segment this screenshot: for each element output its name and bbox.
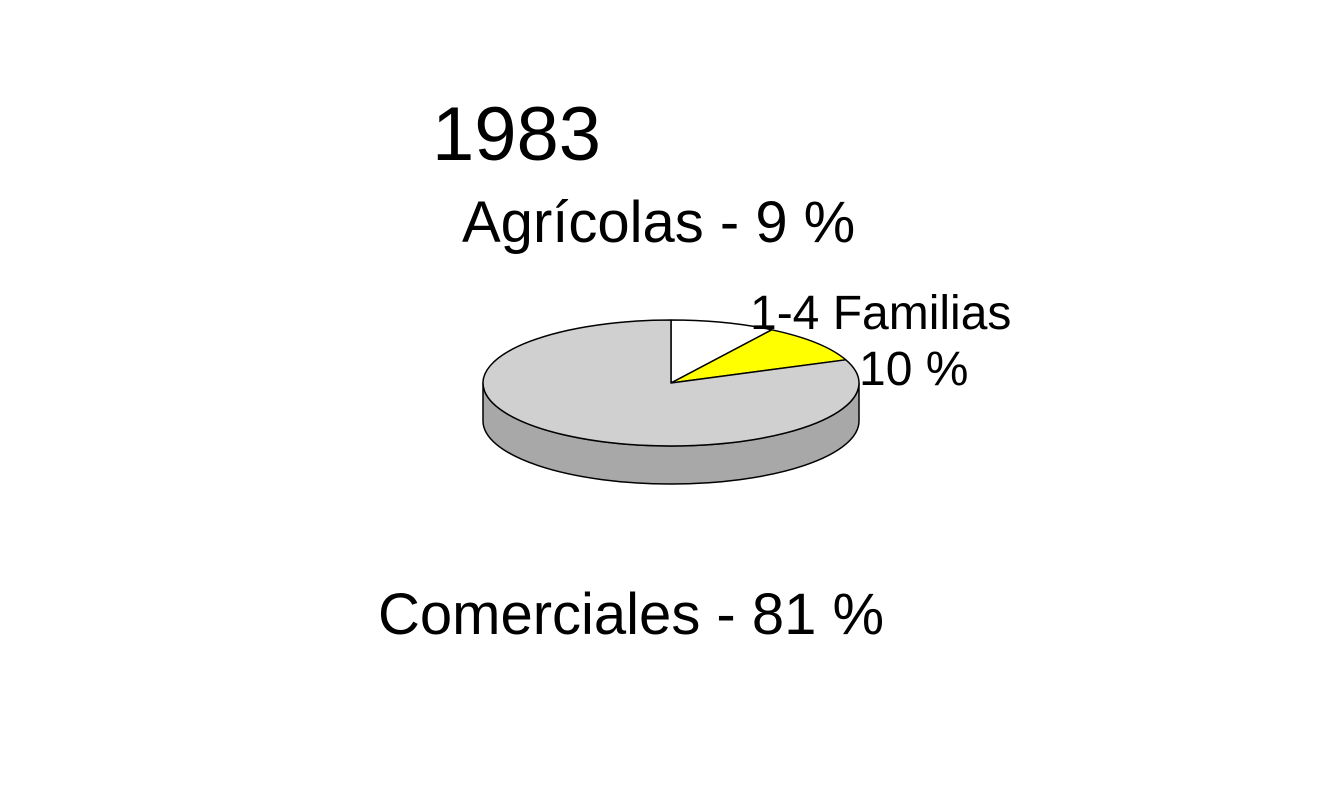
pie-slice-1 xyxy=(670,329,847,384)
pie-slice-2 xyxy=(482,319,860,447)
slice-label-agricolas: Agrícolas - 9 % xyxy=(462,190,855,255)
pie-layer xyxy=(482,319,860,485)
chart-title: 1983 xyxy=(432,92,601,177)
slice-label-familias: 1-4 Familias xyxy=(750,287,1011,340)
slice-label-comerciales: Comerciales - 81 % xyxy=(378,582,884,647)
slice-sublabel-familias: 10 % xyxy=(859,343,968,396)
pie-slice-0 xyxy=(670,319,773,384)
